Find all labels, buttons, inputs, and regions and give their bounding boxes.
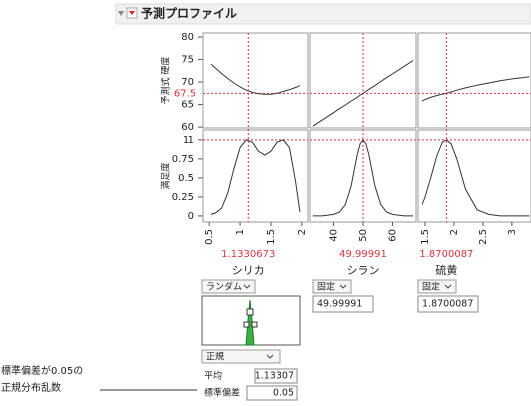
setting-dropdown[interactable] bbox=[312, 279, 352, 294]
plot-frame bbox=[309, 129, 417, 223]
plot-frame bbox=[309, 32, 417, 129]
y-tick-label: 75 bbox=[181, 55, 194, 66]
sd-value: 0.05 bbox=[273, 388, 294, 399]
setting-dropdown[interactable] bbox=[201, 279, 256, 294]
y-tick-label: 70 bbox=[181, 77, 194, 88]
distribution-dropdown[interactable] bbox=[201, 349, 281, 364]
response-curve bbox=[210, 63, 301, 95]
row-label: 満足度 bbox=[160, 162, 172, 189]
sd-label: 標準偏差 bbox=[204, 387, 240, 399]
desirability-curve bbox=[421, 139, 530, 217]
header-title: 予測プロファイル bbox=[141, 6, 237, 21]
annotation-text: 標準偏差が0.05の bbox=[1, 364, 83, 377]
x-tick-label: 2.5 bbox=[478, 229, 489, 245]
x-tick-label: 60 bbox=[387, 229, 398, 242]
y-tick-label: 0.25 bbox=[172, 192, 194, 203]
x-tick-label: 50 bbox=[358, 229, 369, 242]
x-tick-label: 40 bbox=[329, 229, 340, 242]
handle[interactable] bbox=[243, 321, 250, 328]
y-tick-label: 60 bbox=[181, 122, 194, 133]
setting-label: 固定 bbox=[317, 281, 335, 293]
factor-name: シラン bbox=[346, 264, 379, 277]
factor-value: 49.99991 bbox=[339, 249, 387, 260]
y-tick-label: 1 bbox=[188, 135, 194, 146]
value-entry[interactable] bbox=[312, 295, 374, 313]
dropdown-chevron bbox=[444, 284, 452, 289]
mean-value: 1.13307 bbox=[255, 371, 294, 382]
x-tick-label: 1.5 bbox=[266, 229, 277, 245]
value-entry-text: 49.99991 bbox=[317, 299, 362, 310]
x-tick-label: 2 bbox=[297, 229, 308, 235]
response-curve bbox=[421, 76, 530, 102]
disclosure-icon[interactable] bbox=[118, 11, 124, 16]
y-tick-label: 0.75 bbox=[172, 154, 194, 165]
x-tick-label: 0.5 bbox=[204, 229, 215, 245]
distribution-label: 正規 bbox=[206, 352, 224, 363]
factor-value: 1.1330673 bbox=[221, 249, 275, 260]
plot-frame bbox=[417, 129, 531, 223]
sd-entry[interactable] bbox=[246, 385, 298, 401]
value-entry-text: 1.8700087 bbox=[422, 299, 473, 310]
handle[interactable] bbox=[251, 321, 258, 328]
x-tick-label: 1 bbox=[235, 229, 246, 235]
plot-frame bbox=[417, 32, 531, 129]
value-entry[interactable] bbox=[417, 295, 479, 313]
setting-label: 固定 bbox=[422, 281, 440, 293]
y-tick-label: 80 bbox=[181, 32, 194, 43]
menu-icon bbox=[129, 11, 135, 15]
dropdown-chevron bbox=[339, 284, 347, 289]
annotation-text: 正規分布乱数 bbox=[1, 381, 61, 394]
desirability-curve bbox=[210, 139, 301, 215]
current-desirability: 1 bbox=[183, 135, 189, 146]
factor-name: 硫黄 bbox=[435, 263, 457, 277]
mean-label: 平均 bbox=[204, 370, 222, 382]
dropdown-chevron bbox=[266, 354, 274, 359]
dropdown-chevron bbox=[243, 284, 251, 289]
mean-entry[interactable] bbox=[254, 368, 298, 384]
x-tick-label: 2 bbox=[449, 229, 460, 235]
setting-dropdown[interactable] bbox=[417, 279, 457, 294]
plot-frame bbox=[202, 129, 309, 223]
y-tick-label: 65 bbox=[181, 100, 194, 111]
handle[interactable] bbox=[246, 308, 254, 316]
factor-value: 1.8700087 bbox=[419, 249, 473, 260]
factor-name: シリカ bbox=[232, 264, 265, 277]
setting-label: ランダム bbox=[206, 281, 242, 293]
y-tick-label: 0 bbox=[188, 211, 194, 222]
y-tick-label: 0.5 bbox=[178, 173, 194, 184]
desirability-curve bbox=[312, 139, 414, 217]
x-tick-label: 3 bbox=[507, 229, 518, 235]
x-tick-label: 1.5 bbox=[420, 229, 431, 245]
current-response: 67.5 bbox=[174, 88, 196, 99]
plot-frame bbox=[202, 32, 309, 129]
row-label: 予測式 硬度 bbox=[160, 57, 172, 105]
header-bar bbox=[115, 3, 531, 25]
